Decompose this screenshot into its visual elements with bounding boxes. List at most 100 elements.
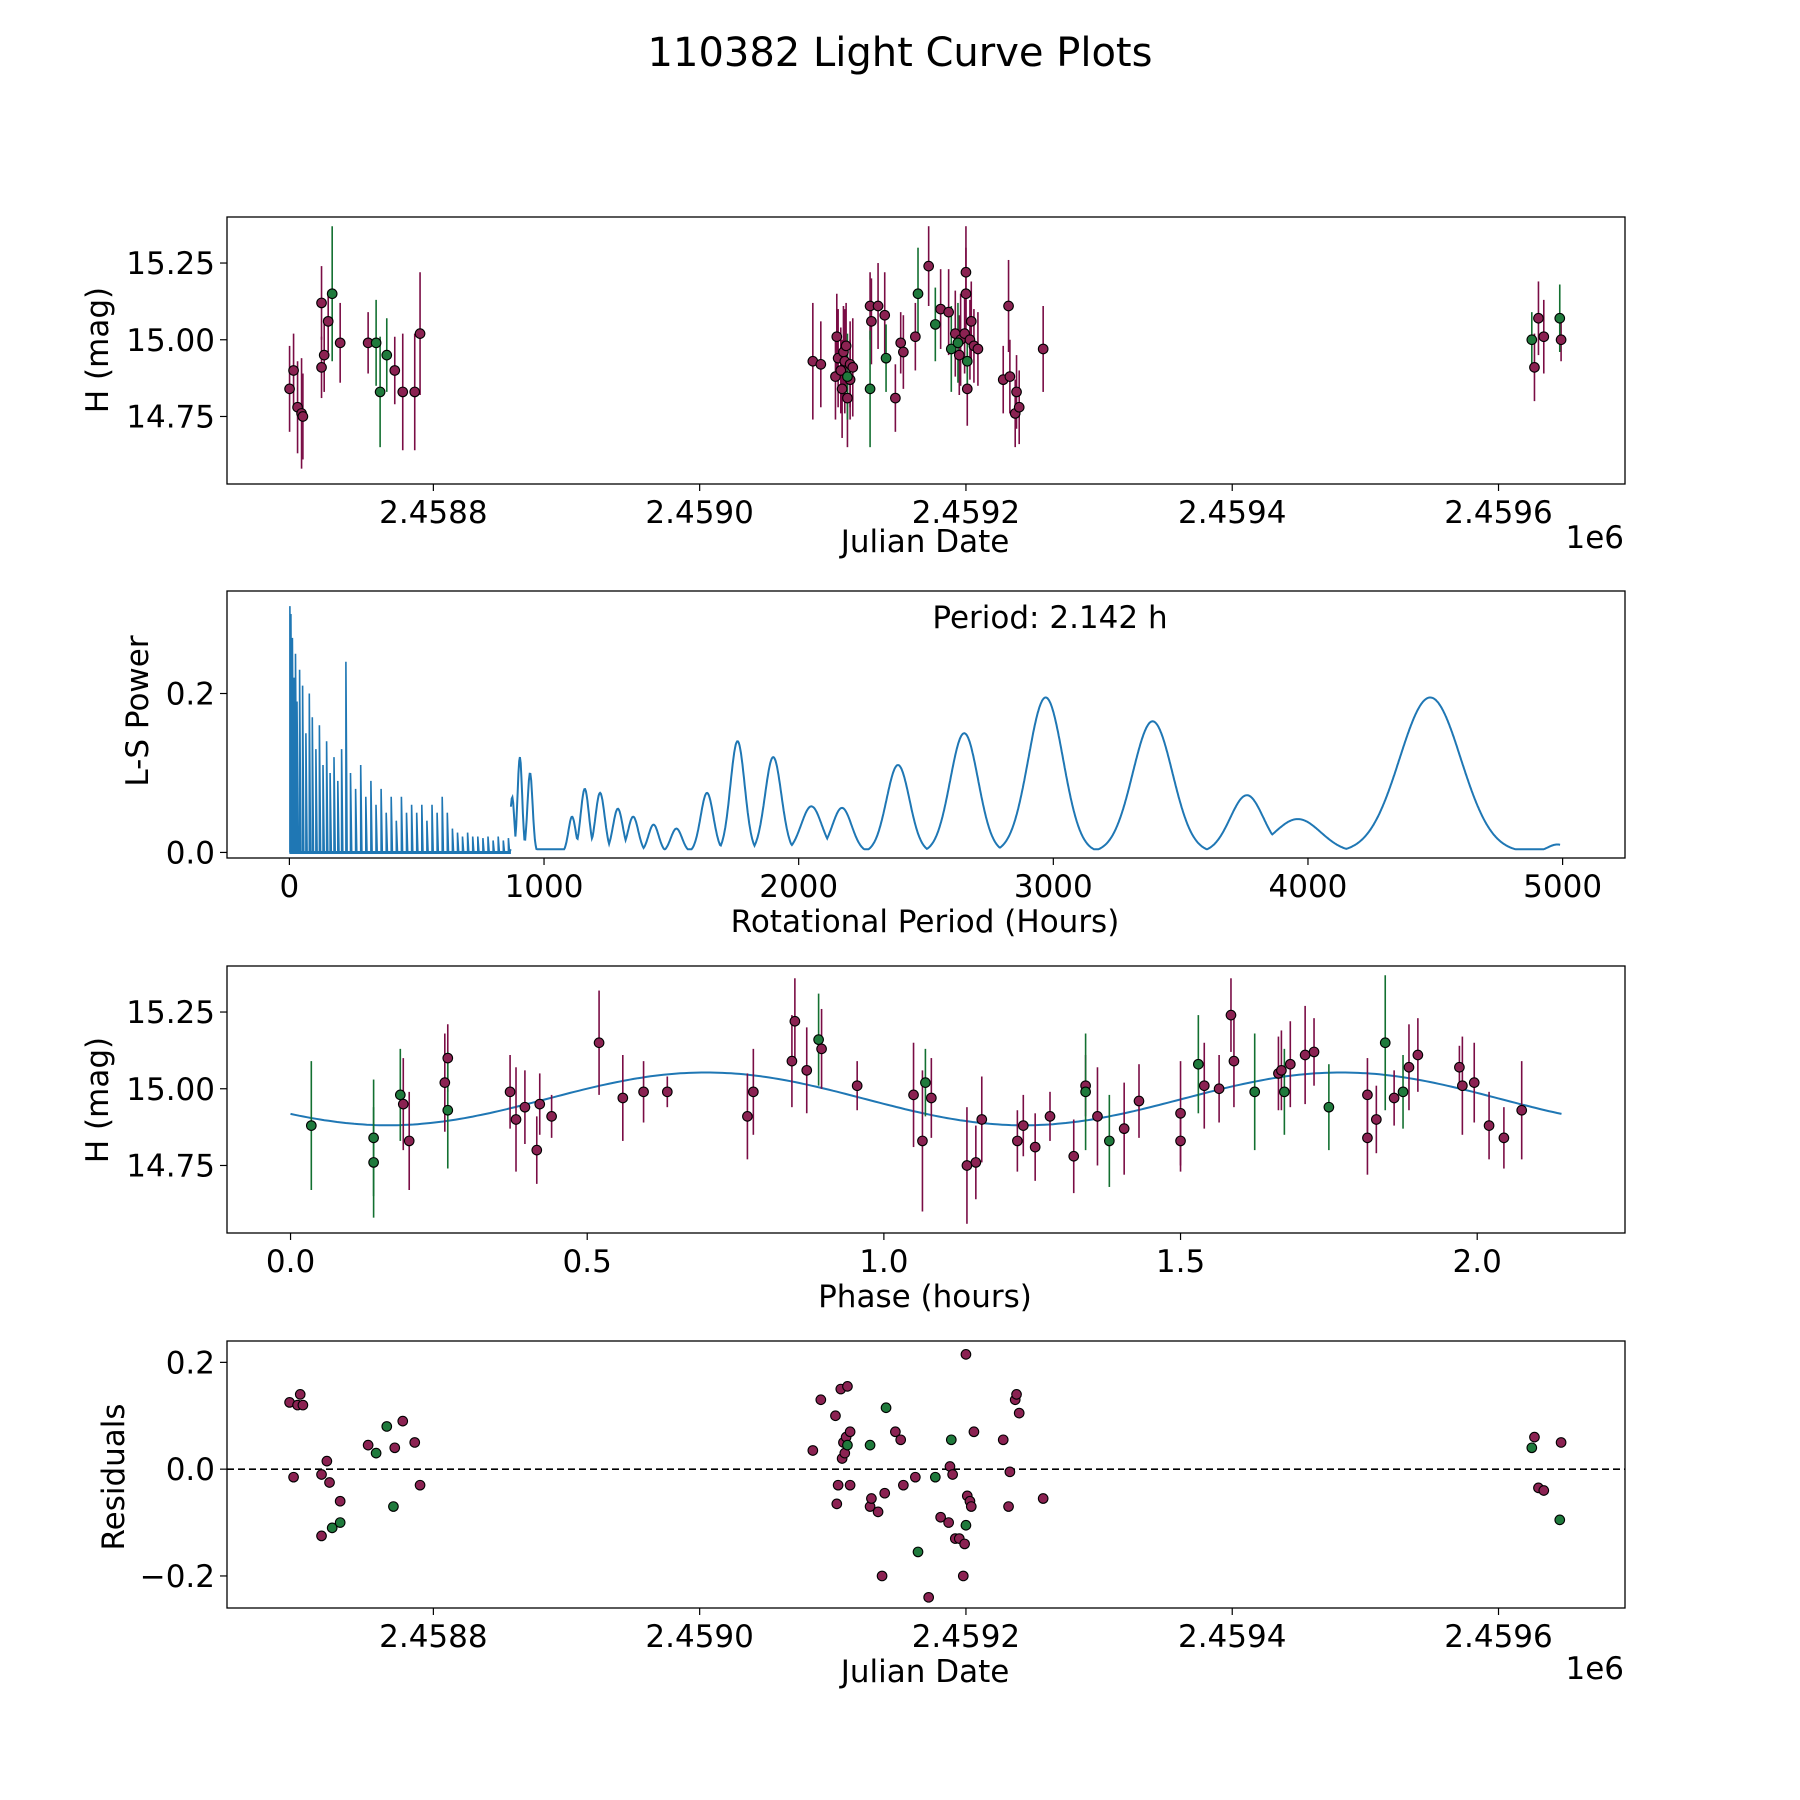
residuals-point-green (1526, 1442, 1538, 1454)
phased-point-magenta (638, 1086, 649, 1098)
residuals-point-magenta (960, 1348, 972, 1360)
residuals-point-magenta (1555, 1437, 1567, 1448)
lightcurve-point-magenta (284, 383, 295, 395)
phased-point-magenta (1118, 1123, 1130, 1135)
residuals-point-magenta (389, 1442, 401, 1454)
lightcurve-point-magenta (1555, 334, 1567, 346)
lightcurve-xtick-label: 2.4592 (912, 495, 1020, 531)
lightcurve-point-magenta (895, 337, 907, 349)
phased-point-magenta (534, 1098, 546, 1110)
residuals-xlabel: Julian Date (839, 1654, 1010, 1690)
phased-point-magenta (403, 1135, 415, 1147)
residuals-point-magenta (935, 1511, 946, 1523)
lightcurve-point-magenta (397, 386, 409, 398)
lightcurve-point-magenta (1011, 386, 1022, 398)
residuals-point-magenta (943, 1517, 954, 1528)
phased-point-magenta (1308, 1046, 1320, 1058)
phased-xtick-label: 0.0 (266, 1244, 315, 1280)
phased-point-magenta (742, 1111, 753, 1122)
phased-point-magenta (504, 1086, 516, 1098)
phased-point-magenta (786, 1055, 798, 1067)
phased-point-green (368, 1132, 379, 1144)
lightcurve-point-green (326, 288, 338, 300)
residuals-point-magenta (968, 1426, 980, 1438)
residuals-point-magenta (1529, 1431, 1540, 1443)
lightcurve-point-magenta (943, 306, 954, 318)
phased-point-magenta (1412, 1049, 1424, 1061)
phased-point-magenta (1276, 1064, 1287, 1076)
residuals-point-magenta (324, 1477, 335, 1488)
residuals-point-magenta (288, 1471, 299, 1483)
residuals-point-magenta (965, 1501, 977, 1512)
phased-point-magenta (1516, 1104, 1528, 1116)
phased-point-magenta (917, 1135, 928, 1147)
phased-point-magenta (970, 1157, 982, 1168)
lightcurve-point-magenta (923, 260, 935, 272)
residuals-xtick-label: 2.4588 (379, 1619, 487, 1655)
phased-xlabel: Phase (hours) (818, 1279, 1032, 1315)
phased-xtick-label: 0.5 (563, 1244, 612, 1280)
residuals-point-magenta (844, 1479, 856, 1491)
residuals-point-green (864, 1439, 876, 1451)
residuals-point-magenta (830, 1410, 841, 1422)
phased-point-green (1080, 1086, 1091, 1098)
lightcurve-point-magenta (872, 300, 884, 312)
periodogram-xtick-label: 4000 (1269, 869, 1348, 905)
lightcurve-point-magenta (840, 340, 852, 352)
lightcurve-point-magenta (318, 349, 330, 361)
phased-point-magenta (1370, 1114, 1382, 1125)
phased-point-green (442, 1104, 454, 1116)
residuals-point-magenta (923, 1591, 935, 1603)
phased-point-magenta (1092, 1111, 1103, 1122)
lightcurve-point-green (1554, 312, 1566, 324)
periodogram-xtick-label: 5000 (1523, 869, 1602, 905)
residuals-point-green (842, 1439, 853, 1451)
periodogram-smooth-line (509, 696, 1561, 851)
residuals-point-magenta (898, 1479, 909, 1491)
residuals-point-magenta (879, 1487, 891, 1499)
phased-ytick-label: 15.00 (126, 1072, 215, 1108)
residuals-point-green (326, 1522, 338, 1534)
lightcurve-point-magenta (1004, 371, 1016, 382)
phased-point-magenta (1012, 1135, 1023, 1147)
lightcurve-point-magenta (898, 346, 909, 358)
phased-point-magenta (801, 1064, 813, 1076)
phased-point-magenta (961, 1160, 973, 1171)
lightcurve-point-green (370, 337, 382, 349)
residuals-point-magenta (831, 1498, 843, 1510)
residuals-point-magenta (895, 1434, 907, 1446)
residuals-point-magenta (294, 1389, 306, 1400)
residuals-point-magenta (842, 1381, 853, 1392)
periodogram-xtick-label: 3000 (1014, 869, 1093, 905)
lightcurve-point-magenta (1037, 343, 1049, 355)
phased-point-magenta (908, 1089, 919, 1101)
phased-point-magenta (1175, 1135, 1186, 1147)
lightcurve-point-magenta (960, 288, 972, 300)
residuals-point-magenta (297, 1399, 309, 1411)
residuals-point-magenta (1037, 1493, 1049, 1504)
residuals-point-magenta (959, 1538, 970, 1550)
residuals-point-magenta (316, 1469, 327, 1480)
residuals-offset-label: 1e6 (1565, 1651, 1624, 1687)
lightcurve-point-green (945, 343, 957, 355)
lightcurve-point-magenta (1013, 401, 1025, 413)
lightcurve-point-magenta (1538, 331, 1550, 343)
residuals-point-green (1554, 1514, 1566, 1526)
phased-point-magenta (816, 1043, 827, 1055)
lightcurve-ytick-label: 14.75 (126, 399, 215, 435)
residuals-point-magenta (872, 1506, 884, 1518)
lightcurve-panel: Julian Date H (mag) 1e6 2.4588 2.4590 2.45… (80, 216, 1626, 560)
residuals-point-magenta (397, 1415, 409, 1427)
phased-point-magenta (1454, 1061, 1465, 1073)
lightcurve-point-magenta (288, 365, 299, 376)
lightcurve-point-magenta (842, 392, 853, 404)
residuals-point-magenta (1011, 1389, 1022, 1400)
lightcurve-point-green (912, 288, 924, 300)
residuals-point-magenta (1003, 1501, 1014, 1512)
phased-point-green (1323, 1101, 1335, 1113)
phased-point-magenta (851, 1080, 863, 1092)
phased-point-magenta (1362, 1089, 1373, 1101)
phased-point-green (1379, 1037, 1391, 1049)
residuals-point-magenta (832, 1479, 844, 1491)
